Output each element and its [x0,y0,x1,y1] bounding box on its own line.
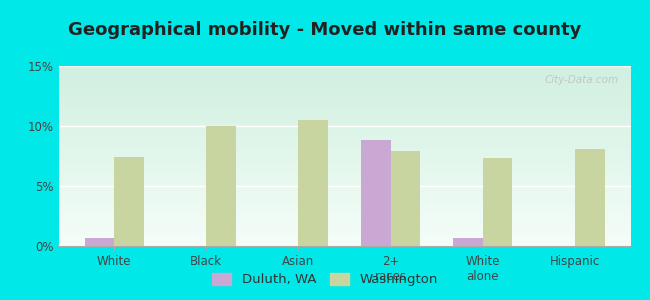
Bar [114,157,144,246]
Text: City-Data.com: City-Data.com [545,75,619,85]
Bar [298,120,328,246]
Legend: Duluth, WA, Washington: Duluth, WA, Washington [207,269,443,290]
Bar [84,238,114,246]
Bar [575,149,604,246]
Bar [206,126,236,246]
Bar [391,151,420,246]
Bar [453,238,483,246]
Bar [483,158,512,246]
Bar [361,140,391,246]
Text: Geographical mobility - Moved within same county: Geographical mobility - Moved within sam… [68,21,582,39]
